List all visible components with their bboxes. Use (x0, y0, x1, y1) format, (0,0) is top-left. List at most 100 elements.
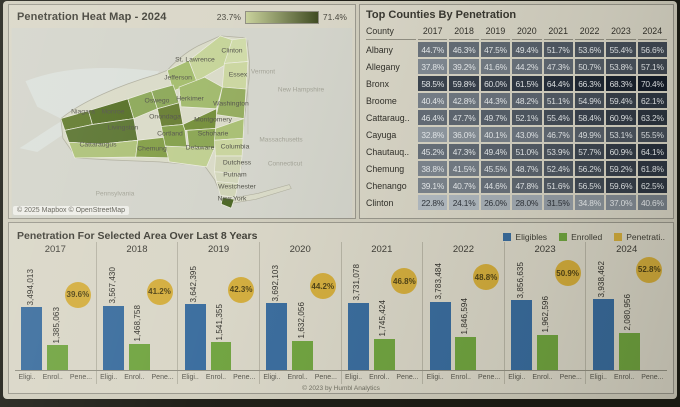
enrolled-bar[interactable] (537, 334, 558, 370)
heat-cell[interactable]: 53.6% (574, 42, 605, 57)
measure-axis-label[interactable]: Enrol.. (124, 374, 145, 381)
heat-cell[interactable]: 41.6% (480, 59, 511, 74)
heat-cell[interactable]: 51.0% (512, 144, 542, 159)
enrolled-bar[interactable] (128, 343, 150, 370)
table-column-header[interactable]: 2024 (637, 24, 667, 40)
eligibles-bar[interactable] (21, 307, 43, 370)
heat-cell[interactable]: 60.9% (606, 144, 636, 159)
measure-axis-label[interactable]: Eligi.. (345, 374, 363, 381)
heat-cell[interactable]: 55.4% (606, 42, 636, 57)
legend-item[interactable]: Eligibles (503, 232, 547, 242)
table-column-header[interactable]: 2019 (480, 24, 511, 40)
heat-cell[interactable]: 53.1% (606, 127, 636, 142)
county-row-label[interactable]: Broome (366, 95, 397, 106)
county-row-label[interactable]: Cattaraug.. (366, 112, 410, 123)
table-column-header[interactable]: 2021 (543, 24, 573, 40)
heat-cell[interactable]: 51.1% (543, 93, 573, 108)
eligibles-bar[interactable] (103, 305, 125, 370)
heat-cell[interactable]: 40.1% (480, 127, 511, 142)
heat-cell[interactable]: 40.4% (418, 93, 448, 108)
heat-cell[interactable]: 63.2% (637, 110, 667, 125)
heat-cell[interactable]: 49.4% (512, 42, 542, 57)
heat-cell[interactable]: 34.8% (574, 195, 605, 210)
county-row-label[interactable]: Chenango (366, 180, 407, 191)
penetration-circle[interactable]: 50.9% (554, 260, 581, 287)
heat-cell[interactable]: 46.7% (543, 127, 573, 142)
penetration-circle[interactable]: 52.8% (636, 256, 663, 283)
heat-cell[interactable]: 48.2% (512, 93, 542, 108)
heat-cell[interactable]: 41.5% (449, 161, 479, 176)
measure-axis-label[interactable]: Enrol.. (369, 374, 390, 381)
heat-cell[interactable]: 51.7% (543, 42, 573, 57)
measure-axis-label[interactable]: Enrol.. (614, 374, 635, 381)
measure-axis-label[interactable]: Eligi.. (589, 374, 607, 381)
measure-axis-label[interactable]: Pene... (69, 374, 93, 381)
heat-cell[interactable]: 64.1% (637, 144, 667, 159)
heat-cell[interactable]: 52.1% (512, 110, 542, 125)
heat-cell[interactable]: 50.7% (574, 59, 605, 74)
enrolled-bar[interactable] (292, 340, 314, 370)
heat-cell[interactable]: 44.3% (480, 93, 511, 108)
penetration-circle[interactable]: 42.3% (228, 276, 255, 303)
measure-axis-label[interactable]: Pene... (233, 374, 256, 381)
heat-cell[interactable]: 55.4% (543, 110, 573, 125)
heat-cell[interactable]: 58.4% (574, 110, 605, 125)
measure-axis-label[interactable]: Enrol.. (450, 374, 471, 381)
measure-axis-label[interactable]: Enrol.. (42, 374, 63, 381)
table-column-header[interactable]: 2020 (512, 24, 542, 40)
penetration-circle[interactable]: 46.8% (391, 268, 418, 295)
county-row-label[interactable]: Cayuga (366, 129, 397, 140)
heat-cell[interactable]: 57.7% (574, 144, 605, 159)
heat-cell[interactable]: 45.5% (480, 161, 511, 176)
map-canvas[interactable] (9, 28, 355, 219)
heat-cell[interactable]: 32.8% (418, 127, 448, 142)
year-label[interactable]: 2021 (340, 242, 423, 256)
heat-cell[interactable]: 56.2% (574, 161, 605, 176)
penetration-circle[interactable]: 39.6% (64, 281, 91, 308)
county-row-label[interactable]: Clinton (366, 197, 394, 208)
measure-axis-label[interactable]: Eligi.. (181, 374, 199, 381)
measure-axis-label[interactable]: Enrol.. (532, 374, 553, 381)
table-column-header[interactable]: County (366, 24, 416, 40)
penetration-circle[interactable]: 48.8% (473, 264, 499, 291)
measure-axis-label[interactable]: Eligi.. (508, 374, 526, 381)
heat-cell[interactable]: 55.5% (637, 127, 667, 142)
heat-cell[interactable]: 66.3% (574, 76, 605, 91)
heat-cell[interactable]: 47.8% (512, 178, 542, 193)
heat-cell[interactable]: 40.6% (637, 195, 667, 210)
heat-cell[interactable]: 47.3% (449, 144, 479, 159)
heat-cell[interactable]: 44.2% (512, 59, 542, 74)
heat-cell[interactable]: 46.4% (418, 110, 448, 125)
heat-cell[interactable]: 37.8% (418, 59, 448, 74)
enrolled-bar[interactable] (47, 345, 69, 370)
heat-cell[interactable]: 53.8% (606, 59, 636, 74)
measure-axis-label[interactable]: Pene... (314, 374, 337, 381)
heat-cell[interactable]: 31.5% (543, 195, 573, 210)
year-label[interactable]: 2020 (258, 242, 341, 256)
penetration-circle[interactable]: 41.2% (146, 278, 173, 305)
heat-cell[interactable]: 40.7% (449, 178, 479, 193)
heat-cell[interactable]: 47.3% (543, 59, 573, 74)
heat-cell[interactable]: 38.8% (418, 161, 448, 176)
county-row-label[interactable]: Chemung (366, 163, 405, 174)
eligibles-bar[interactable] (511, 300, 533, 370)
heat-cell[interactable]: 49.4% (480, 144, 511, 159)
measure-axis-label[interactable]: Pene... (396, 374, 419, 381)
heat-cell[interactable]: 52.4% (543, 161, 573, 176)
heat-cell[interactable]: 43.0% (512, 127, 542, 142)
measure-axis-label[interactable]: Eligi.. (263, 374, 281, 381)
enrolled-bar[interactable] (373, 338, 395, 370)
year-label[interactable]: 2018 (95, 242, 178, 256)
eligibles-bar[interactable] (184, 304, 206, 370)
measure-axis-label[interactable]: Enrol.. (287, 374, 308, 381)
eligibles-bar[interactable] (266, 303, 288, 370)
year-label[interactable]: 2019 (177, 242, 259, 256)
measure-axis-label[interactable]: Enrol.. (205, 374, 227, 381)
county-row-label[interactable]: Bronx (366, 78, 389, 89)
heat-cell[interactable]: 39.1% (418, 178, 448, 193)
enrolled-bar[interactable] (618, 332, 640, 370)
heat-cell[interactable]: 58.5% (418, 76, 448, 91)
measure-axis-label[interactable]: Pene... (641, 374, 664, 381)
heat-cell[interactable]: 45.2% (418, 144, 448, 159)
heat-cell[interactable]: 49.9% (574, 127, 605, 142)
